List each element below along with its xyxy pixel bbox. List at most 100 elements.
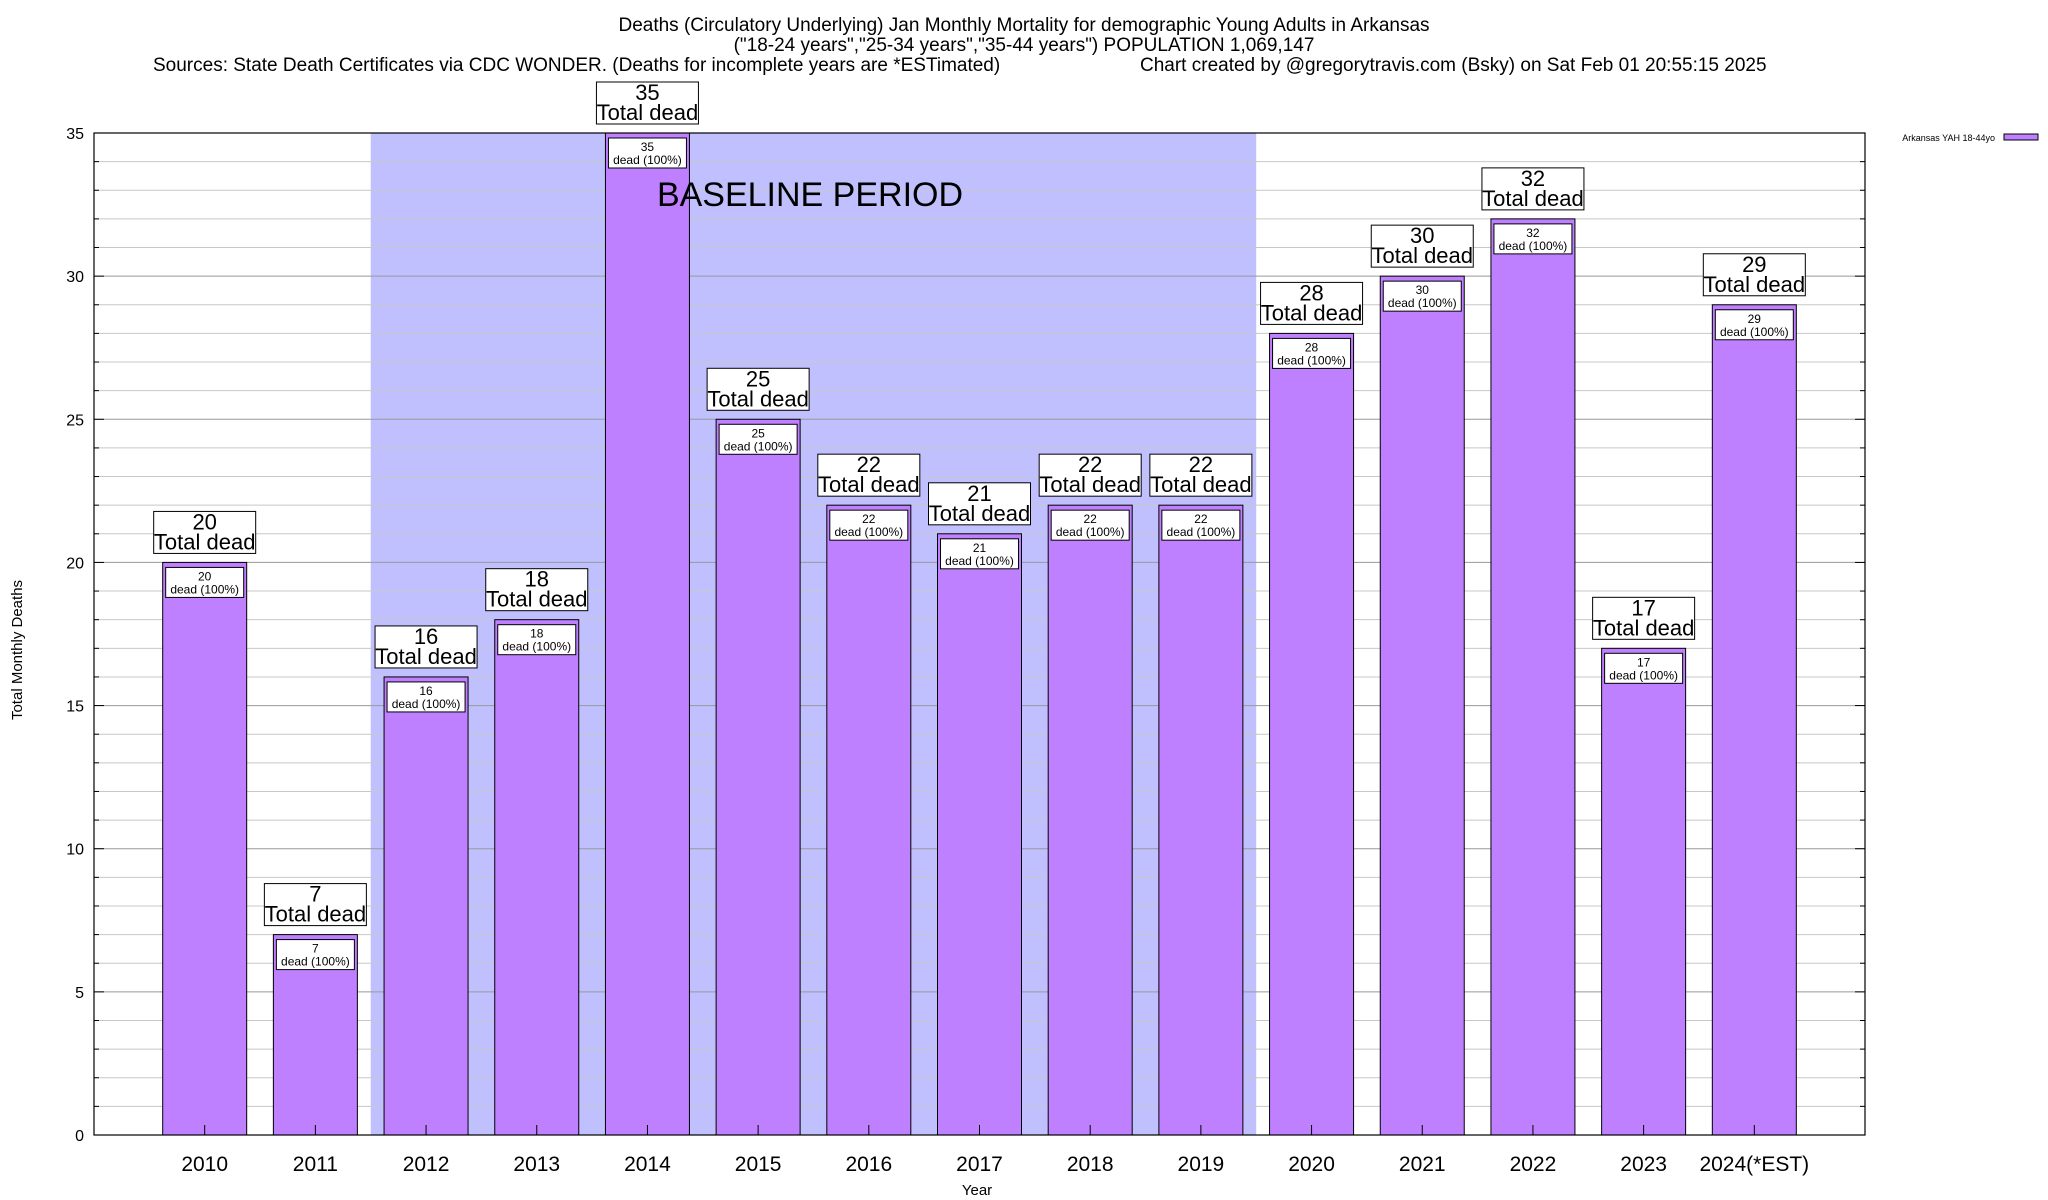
top-label-text: Total dead: [818, 472, 920, 497]
top-label-text: Total dead: [707, 386, 809, 411]
x-tick-label: 2020: [1288, 1153, 1335, 1176]
top-label-text: Total dead: [597, 100, 699, 125]
top-label-value: 22: [1189, 452, 1213, 477]
top-label-box: [263, 883, 367, 927]
bar: [715, 418, 801, 1136]
bar: [937, 533, 1022, 1136]
bar: [1711, 304, 1797, 1136]
inner-label-text: dead (100%): [945, 554, 1014, 568]
top-label-value: 28: [1299, 280, 1323, 305]
inner-label-box: [607, 137, 687, 169]
chart-subtitle: ("18-24 years","25-34 years","35-44 year…: [734, 35, 1315, 56]
legend: Arkansas YAH 18-44yo: [1902, 133, 2039, 143]
y-tick-label: 35: [66, 126, 84, 143]
inner-label-value: 21: [973, 541, 987, 555]
top-label-value: 17: [1631, 595, 1655, 620]
inner-label-text: dead (100%): [502, 640, 571, 654]
inner-label-value: 22: [1084, 512, 1098, 526]
inner-label-text: dead (100%): [1609, 668, 1678, 682]
inner-label-text: dead (100%): [1056, 525, 1125, 539]
y-tick-label: 10: [66, 842, 84, 859]
y-tick-label: 20: [66, 555, 84, 572]
baseline-period-label: BASELINE PERIOD: [657, 176, 963, 214]
inner-label-box: [1161, 509, 1241, 541]
inner-label-box: [829, 509, 909, 541]
top-label-text: Total dead: [1704, 272, 1806, 297]
top-label-text: Total dead: [1371, 243, 1473, 268]
inner-label-box: [1604, 652, 1684, 684]
inner-label-value: 18: [530, 627, 544, 641]
top-label-value: 22: [1078, 452, 1102, 477]
inner-label-text: dead (100%): [1167, 525, 1236, 539]
y-axis-label: Total Monthly Deaths: [9, 580, 26, 720]
inner-label-text: dead (100%): [1499, 239, 1568, 253]
top-label-text: Total dead: [1593, 615, 1695, 640]
x-tick-label: 2014: [624, 1153, 671, 1176]
top-label-box: [1481, 167, 1585, 211]
inner-label-value: 16: [419, 684, 433, 698]
inner-label-value: 28: [1305, 340, 1319, 354]
top-label-box: [928, 482, 1031, 526]
inner-label-text: dead (100%): [1388, 296, 1457, 310]
inner-label-value: 29: [1748, 312, 1762, 326]
inner-label-box: [1382, 280, 1462, 312]
inner-label-text: dead (100%): [724, 439, 793, 453]
bar: [1269, 332, 1355, 1136]
inner-label-value: 7: [312, 942, 319, 956]
top-label-value: 18: [525, 567, 549, 592]
inner-label-text: dead (100%): [281, 955, 350, 969]
top-label-value: 7: [309, 882, 321, 907]
bar: [383, 676, 469, 1136]
bar: [1379, 275, 1465, 1136]
bar: [1158, 504, 1244, 1136]
top-label-value: 21: [967, 481, 991, 506]
legend-entry-label: Arkansas YAH 18-44yo: [1902, 133, 1995, 143]
inner-label-box: [940, 538, 1019, 570]
top-label-box: [485, 568, 589, 612]
chart-title: Deaths (Circulatory Underlying) Jan Mont…: [618, 15, 1429, 36]
x-tick-label: 2016: [845, 1153, 892, 1176]
legend-swatch: [2003, 133, 2039, 141]
y-tick-label: 0: [75, 1128, 84, 1145]
bar: [826, 504, 912, 1136]
inner-label-value: 22: [862, 512, 876, 526]
inner-label-box: [1493, 223, 1573, 255]
top-label-box: [1260, 281, 1364, 325]
x-tick-label: 2019: [1178, 1153, 1225, 1176]
top-label-value: 35: [635, 80, 659, 105]
bar: [494, 619, 580, 1136]
top-label-value: 30: [1410, 223, 1434, 248]
y-tick-label: 30: [66, 269, 84, 286]
chart-sources: Sources: State Death Certificates via CD…: [153, 55, 1000, 76]
y-tick-label: 25: [66, 412, 84, 429]
bar: [1601, 647, 1687, 1136]
top-label-text: Total dead: [154, 529, 256, 554]
inner-label-value: 22: [1194, 512, 1208, 526]
x-tick-label: 2021: [1399, 1153, 1446, 1176]
inner-label-box: [386, 681, 466, 713]
inner-label-box: [1050, 509, 1130, 541]
top-label-text: Total dead: [486, 587, 588, 612]
y-tick-label: 15: [66, 699, 84, 716]
top-label-value: 32: [1521, 166, 1545, 191]
top-label-box: [817, 453, 921, 497]
top-label-value: 29: [1742, 252, 1766, 277]
inner-label-text: dead (100%): [834, 525, 903, 539]
top-label-box: [1149, 453, 1253, 497]
y-tick-label: 5: [75, 985, 84, 1002]
inner-label-value: 30: [1416, 283, 1430, 297]
top-label-box: [595, 81, 699, 125]
inner-label-box: [718, 423, 798, 455]
x-tick-label: 2012: [403, 1153, 450, 1176]
top-label-box: [1702, 253, 1806, 297]
top-label-box: [1038, 453, 1142, 497]
top-label-box: [706, 367, 810, 411]
top-label-box: [153, 510, 257, 554]
x-tick-label: 2017: [956, 1153, 1003, 1176]
top-label-value: 25: [746, 366, 770, 391]
top-label-text: Total dead: [1039, 472, 1141, 497]
inner-label-text: dead (100%): [613, 153, 682, 167]
top-label-box: [1370, 224, 1474, 268]
top-label-text: Total dead: [1150, 472, 1252, 497]
x-tick-label: 2015: [735, 1153, 782, 1176]
